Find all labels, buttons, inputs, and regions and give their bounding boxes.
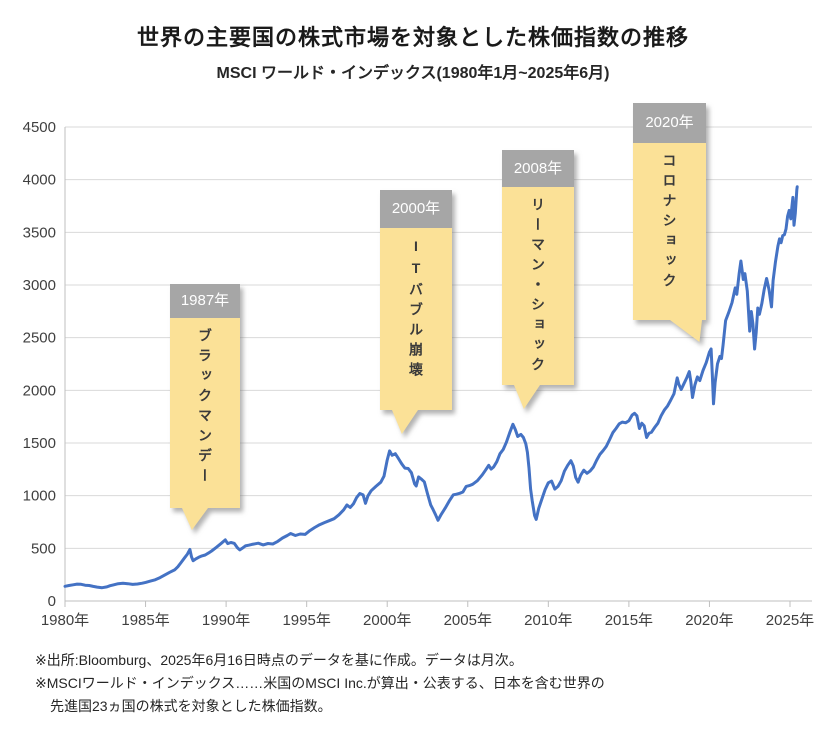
- x-tick-label: 2010年: [524, 612, 572, 629]
- x-tick-label: 2020年: [685, 612, 733, 629]
- y-tick-label: 2000: [23, 382, 56, 399]
- x-tick-label: 1985年: [121, 612, 169, 629]
- y-tick-label: 1000: [23, 488, 56, 505]
- y-tick-label: 0: [48, 593, 56, 610]
- note-source: ※出所:Bloomburg、2025年6月16日時点のデータを基に作成。データは…: [35, 652, 523, 668]
- y-tick-label: 4500: [23, 119, 56, 136]
- x-tick-label: 1980年: [41, 612, 89, 629]
- chart-subtitle: MSCI ワールド・インデックス(1980年1月~2025年6月): [216, 65, 610, 82]
- y-tick-label: 1500: [23, 435, 56, 452]
- note-definition-1: ※MSCIワールド・インデックス……米国のMSCI Inc.が算出・公表する、日…: [35, 675, 605, 691]
- y-tick-label: 3500: [23, 224, 56, 241]
- page-title: 世界の主要国の株式市場を対象とした株価指数の推移: [136, 25, 689, 50]
- y-tick-label: 4000: [23, 172, 56, 189]
- x-tick-label: 1990年: [202, 612, 250, 629]
- x-tick-label: 2015年: [605, 612, 653, 629]
- y-tick-label: 3000: [23, 277, 56, 294]
- index-line-series: [63, 185, 799, 590]
- x-tick-label: 1995年: [282, 612, 330, 629]
- x-tick-label: 2005年: [444, 612, 492, 629]
- y-tick-label: 2500: [23, 330, 56, 347]
- x-tick-label: 2000年: [363, 612, 411, 629]
- note-definition-2: 先進国23ヵ国の株式を対象とした株価指数。: [50, 698, 332, 714]
- source-notes: ※出所:Bloomburg、2025年6月16日時点のデータを基に作成。データは…: [35, 649, 605, 718]
- x-tick-label: 2025年: [766, 612, 814, 629]
- y-tick-label: 500: [31, 540, 56, 557]
